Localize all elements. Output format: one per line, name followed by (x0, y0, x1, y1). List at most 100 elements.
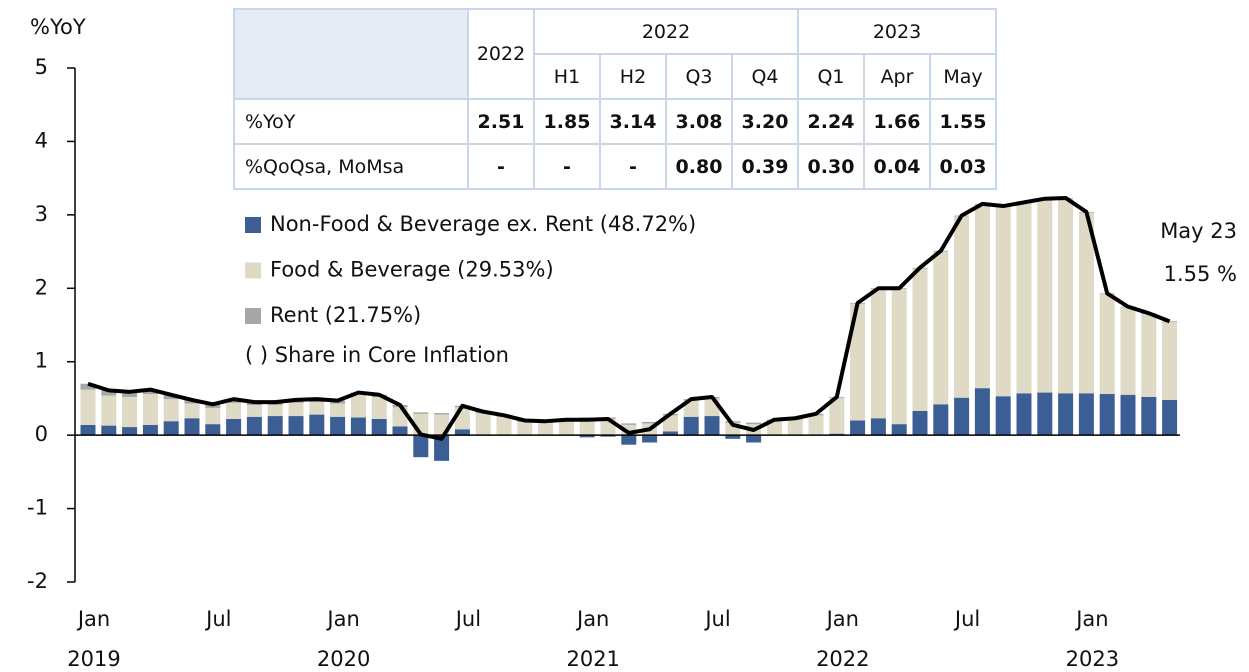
legend-swatch (245, 217, 261, 233)
bar-segment (1016, 393, 1032, 436)
bar-segment (787, 419, 803, 436)
annotation: May 23 (1160, 219, 1237, 243)
bar-segment (683, 400, 699, 417)
bar-segment (662, 431, 678, 436)
bar-segment (766, 421, 782, 436)
bar-segment (142, 394, 158, 425)
table-cell: 3.14 (599, 98, 667, 145)
bar-segment (246, 416, 262, 436)
bar-segment (371, 396, 387, 419)
table-cell: H1 (533, 53, 601, 100)
bar-segment (850, 303, 866, 421)
bar-segment (995, 396, 1011, 436)
bar-segment (496, 416, 512, 436)
table-cell: 0.39 (731, 143, 799, 190)
bar-segment (1141, 313, 1157, 397)
bar-segment (933, 251, 949, 405)
bar-segment (1037, 392, 1053, 436)
table-cell: Q3 (665, 53, 733, 100)
table-cell: 0.04 (863, 143, 931, 190)
bar-segment (122, 391, 138, 397)
table-cell: - (599, 143, 667, 190)
x-tick-label: Jan (1074, 607, 1108, 631)
bar-segment (101, 395, 117, 426)
table-cell: 0.80 (665, 143, 733, 190)
bar-segment (974, 204, 990, 389)
table-cell: - (533, 143, 601, 190)
bar-segment (621, 424, 637, 436)
bar-segment (163, 394, 179, 400)
table-cell: H2 (599, 53, 667, 100)
table-cell (233, 8, 469, 100)
y-tick-label: 3 (35, 202, 48, 226)
bar-segment (1016, 203, 1032, 394)
bar-segment (1099, 394, 1115, 436)
bar-segment (1162, 399, 1178, 436)
bar-segment (662, 415, 678, 432)
y-tick-label: -2 (27, 569, 48, 593)
y-tick-label: 0 (35, 422, 48, 446)
x-year-label: 2021 (566, 647, 619, 671)
bar-segment (579, 435, 595, 438)
bar-segment (1078, 393, 1094, 436)
table-row: 2022 2022 2023 (233, 8, 997, 100)
x-tick-label: Jan (76, 607, 110, 631)
bar-segment (1078, 212, 1094, 394)
bar-segment (434, 435, 450, 461)
table-row: %YoY 2.51 1.85 3.14 3.08 3.20 2.24 1.66 1.55 (233, 98, 997, 145)
bar-segment (538, 422, 554, 436)
y-tick-label: 5 (35, 55, 48, 79)
bar-segment (974, 388, 990, 436)
bar-segment (142, 424, 158, 436)
total-line (87, 195, 1171, 441)
bar-segment (267, 405, 283, 417)
bar-segment (891, 289, 907, 425)
bar-segment (246, 405, 262, 417)
legend-note: ( ) Share in Core Inflation (245, 343, 509, 367)
bar-segment (80, 383, 96, 390)
y-axis-label: %YoY (30, 15, 86, 39)
bar-segment (288, 416, 304, 436)
table-cell: 0.03 (929, 143, 997, 190)
bar-segment (101, 390, 117, 396)
table-cell: 3.20 (731, 98, 799, 145)
legend-swatch (245, 308, 261, 324)
annotation: 1.55 % (1164, 262, 1237, 286)
bar-segment (870, 289, 886, 419)
legend-label: Food & Beverage (29.53%) (270, 258, 554, 282)
bar-segment (330, 403, 346, 417)
summary-table: 2022 2022 2023 H1 H2 Q3 Q4 Q1 Apr May %YoY 2.51 1.85… (233, 8, 997, 190)
table-cell: Q4 (731, 53, 799, 100)
legend-swatch (245, 262, 261, 279)
bar-segment (912, 268, 928, 411)
bar-segment (163, 421, 179, 436)
bar-segment (746, 422, 762, 425)
table-cell: 1.66 (863, 98, 931, 145)
table-cell: 2022 (467, 8, 535, 100)
legend-label: Non-Food & Beverage ex. Rent (48.72%) (270, 212, 696, 236)
table-cell: 1.55 (929, 98, 997, 145)
bar-segment (392, 426, 408, 436)
table-cell: 2.24 (797, 98, 865, 145)
x-tick-label: Jul (204, 607, 231, 631)
bar-segment (579, 418, 595, 436)
bar-segment (330, 416, 346, 436)
y-tick-label: 4 (35, 128, 48, 152)
x-tick-label: Jul (953, 607, 980, 631)
bar-segment (558, 421, 574, 436)
bar-segment (434, 413, 450, 415)
bar-segment (995, 206, 1011, 397)
legend-label: Rent (21.75%) (270, 303, 421, 327)
bar-segment (205, 407, 221, 425)
bar-segment (226, 402, 242, 419)
bar-segment (122, 396, 138, 428)
bar-segment (184, 403, 200, 419)
bar-segment (1037, 199, 1053, 393)
bar-segment (1120, 307, 1136, 395)
y-tick-label: 1 (35, 349, 48, 373)
x-tick-label: Jul (454, 607, 481, 631)
bar-segment (1162, 321, 1178, 323)
bar-segment (309, 402, 325, 415)
bar-segment (101, 425, 117, 436)
